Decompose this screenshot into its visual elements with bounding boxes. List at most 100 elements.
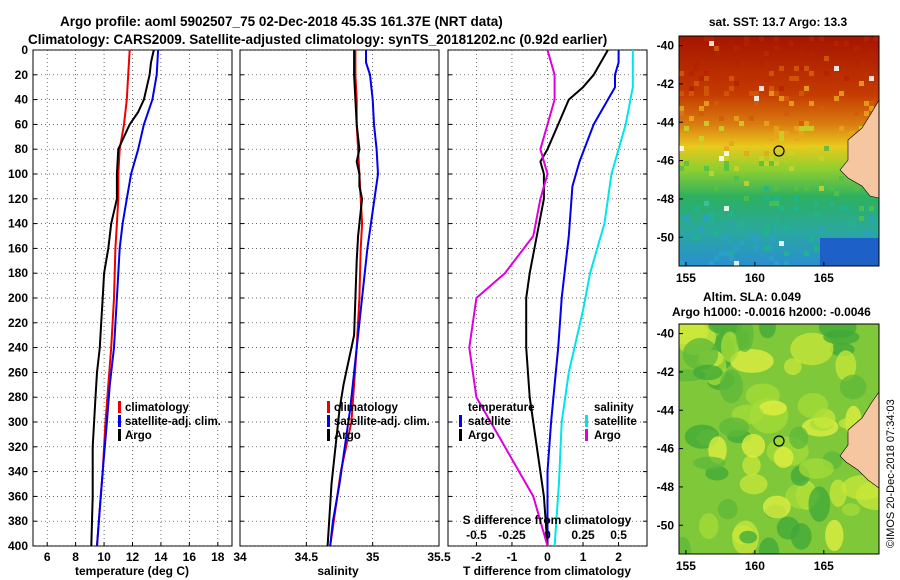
sst-pixel [814, 201, 819, 206]
sla-anomaly-blob [825, 519, 844, 552]
map-longitude-label: 160 [745, 271, 765, 285]
sst-pixel [724, 236, 729, 241]
map-latitude-label: -48 [657, 192, 675, 206]
depth-tick-label: 60 [15, 117, 29, 131]
depth-tick-label: 0 [21, 43, 28, 57]
sst-pixel [744, 181, 749, 186]
s-difference-tick-label: -0.25 [498, 528, 526, 542]
legend-swatch-climatology [327, 401, 330, 413]
depth-tick-label: 80 [15, 142, 29, 156]
legend-label-climatology: climatology [125, 402, 190, 414]
sst-pixel [809, 36, 814, 41]
legend-label-s-satellite: satellite [594, 416, 637, 428]
sst-pixel [719, 126, 724, 131]
sst-pixel [804, 66, 809, 71]
sst-pixel [864, 231, 869, 236]
map-latitude-label: -46 [657, 442, 675, 456]
land-mass [839, 391, 879, 489]
sst-pixel [834, 96, 839, 101]
sst-pixel [859, 216, 864, 221]
salinity-axis-label: salinity [317, 564, 359, 578]
sla-anomaly-blob [808, 486, 831, 522]
sst-pixel [704, 121, 709, 126]
x-tick-label: 16 [183, 550, 197, 564]
sst-pixel [754, 56, 759, 61]
sst-pixel [754, 91, 759, 96]
x-tick-label: 14 [154, 550, 168, 564]
sst-pixel [779, 86, 784, 91]
sst-pixel [679, 146, 684, 151]
sst-pixel [854, 61, 859, 66]
sla-blobs [679, 324, 879, 554]
sst-pixel [699, 111, 704, 116]
s-difference-tick-label: 0.5 [610, 528, 627, 542]
sst-pixel [789, 166, 794, 171]
sla-anomaly-blob [741, 433, 766, 458]
legend-label-argo: Argo [125, 430, 152, 442]
sst-pixel [779, 96, 784, 101]
legend-header-salinity: salinity [594, 402, 634, 414]
sst-pixel [849, 221, 854, 226]
sst-pixel [789, 76, 794, 81]
sst-pixel [794, 126, 799, 131]
sst-pixel [799, 56, 804, 61]
sst-pixel [719, 156, 724, 161]
legend-label-satellite: satellite-adj. clim. [334, 416, 430, 428]
sst-pixel [779, 241, 784, 246]
legend-label-s-argo: Argo [594, 430, 621, 442]
depth-tick-label: 40 [15, 93, 29, 107]
sst-pixel [784, 131, 789, 136]
sst-pixel [714, 46, 719, 51]
depth-tick-label: 340 [8, 465, 28, 479]
legend-swatch-t-argo [459, 429, 462, 441]
sst-pixel [704, 216, 709, 221]
series-line-argo [326, 50, 364, 547]
sst-pixel [769, 71, 774, 76]
depth-tick-label: 200 [8, 291, 28, 305]
sst-pixel [819, 156, 824, 161]
sst-pixel [744, 196, 749, 201]
map-longitude-label: 160 [745, 559, 765, 573]
map-longitude-label: 155 [676, 559, 696, 573]
sst-pixel [729, 76, 734, 81]
map-latitude-label: -42 [657, 365, 675, 379]
legend-label-t-argo: Argo [468, 430, 495, 442]
sst-pixel [819, 181, 824, 186]
sla-anomaly-blob [739, 473, 768, 495]
sla-anomaly-blob [719, 369, 743, 404]
sst-pixel [769, 161, 774, 166]
sst-pixel [739, 241, 744, 246]
sst-pixel [699, 146, 704, 151]
sst-pixel [869, 56, 874, 61]
sla-anomaly-blob [823, 329, 860, 345]
sst-pixel [804, 251, 809, 256]
sst-pixel [729, 211, 734, 216]
series-line-s-argo [468, 49, 556, 547]
sst-pixel [724, 166, 729, 171]
depth-tick-label: 240 [8, 341, 28, 355]
sst-pixel [804, 121, 809, 126]
sla-map [679, 324, 879, 554]
depth-tick-label: 180 [8, 266, 28, 280]
sst-pixel [679, 106, 684, 111]
series-layer [90, 49, 634, 547]
sst-pixel [709, 171, 714, 176]
sst-pixel [694, 206, 699, 211]
sla-anomaly-blob [773, 446, 794, 468]
sst-pixel [824, 71, 829, 76]
sst-pixel [694, 236, 699, 241]
t-difference-axis-label: T difference from climatology [463, 564, 631, 578]
sst-pixel [714, 256, 719, 261]
legend-label-t-satellite: satellite [468, 416, 511, 428]
s-difference-tick-label: 0.25 [571, 528, 595, 542]
legend-header-temperature: temperature [468, 402, 534, 414]
sla-anomaly-blob [839, 374, 867, 400]
series-line-satellite-adj-clim- [96, 49, 160, 547]
sst-pixel [754, 101, 759, 106]
sst-pixel [774, 261, 779, 266]
sst-pixel [799, 131, 804, 136]
sst-pixel [784, 96, 789, 101]
sla-anomaly-blob [790, 332, 834, 366]
sla-anomaly-blob [682, 338, 719, 371]
sst-pixel [764, 161, 769, 166]
